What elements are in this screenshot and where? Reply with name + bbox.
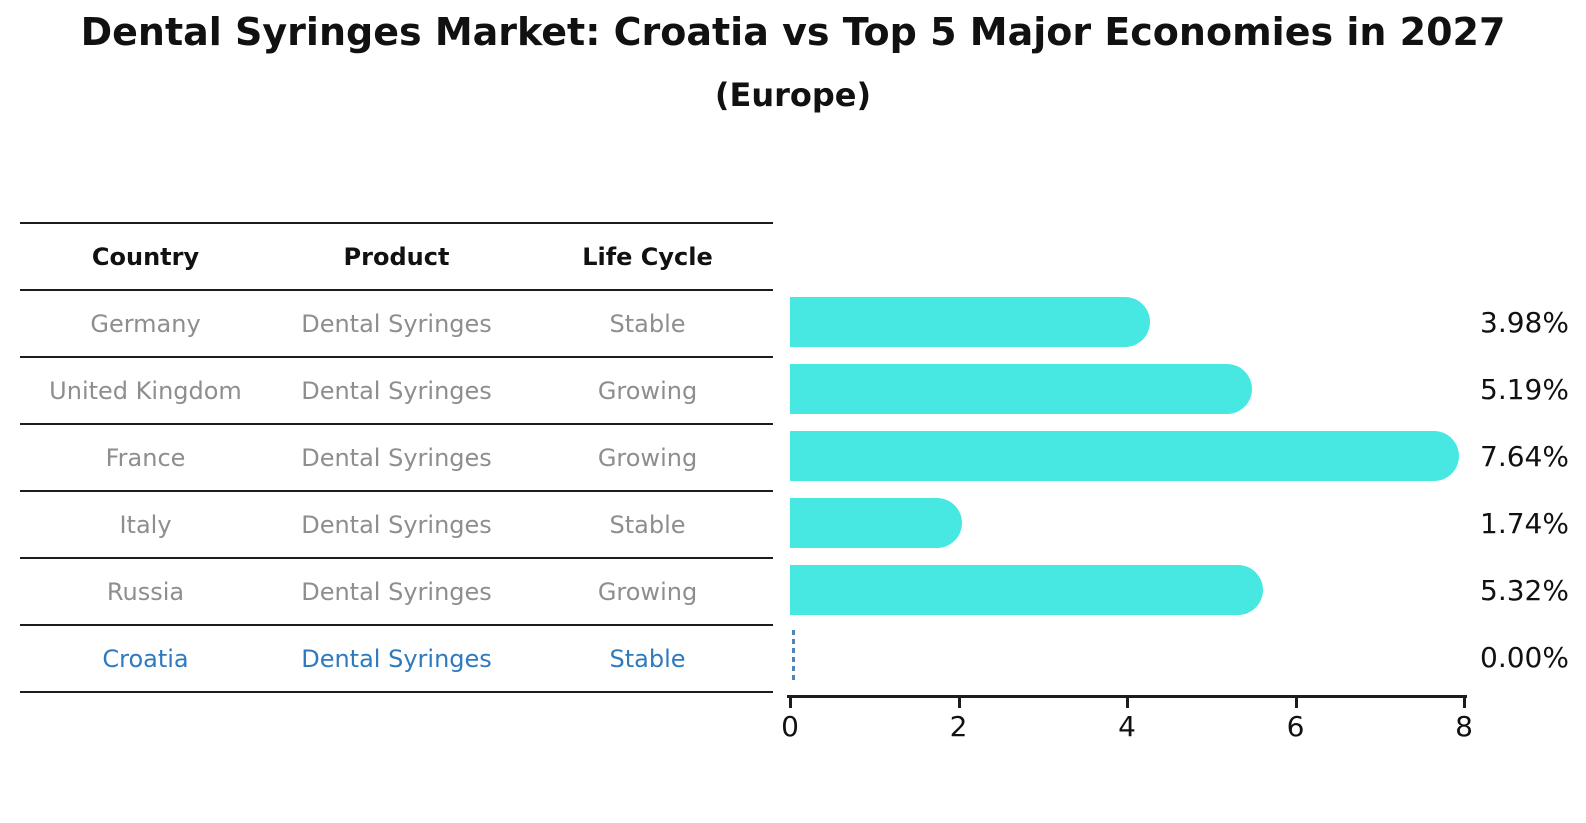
table-cell-life-cycle: Growing [597,443,698,472]
table-row: Germany Dental Syringes Stable [20,291,773,358]
table-body: Germany Dental Syringes Stable United Kingd… [20,291,773,693]
table-cell-product: Dental Syringes [301,577,492,606]
x-tick-label: 2 [949,710,968,743]
table-cell-life-cycle: Stable [609,309,686,338]
bar-russia [790,565,1264,615]
table-cell-life-cycle: Growing [597,577,698,606]
table-row: Italy Dental Syringes Stable [20,492,773,559]
column-header-country: Country [91,242,200,271]
table-cell-product: Dental Syringes [301,644,492,673]
bar-row-italy [790,490,1464,557]
bar-chart: 0 2 4 6 8 3.98% 5.19% 7.64% 1.74% 5.32% 0.00% [781,289,1586,749]
x-tick-label: 8 [1455,710,1473,743]
bar-row-united-kingdom [790,356,1464,423]
table-cell-country: Italy [119,510,172,539]
table-row: United Kingdom Dental Syringes Growing [20,358,773,425]
table-cell-product: Dental Syringes [301,376,492,405]
value-label-croatia: 0.00% [1480,641,1569,674]
x-tick-mark [957,698,961,708]
table-cell-country: France [105,443,186,472]
column-header-life-cycle: Life Cycle [582,242,713,271]
x-tick-label: 4 [1118,710,1136,743]
bar-france [790,431,1459,481]
table-cell-life-cycle: Stable [609,510,686,539]
table-row: Croatia Dental Syringes Stable [20,626,773,693]
comparison-table: Country Product Life Cycle Germany Dental… [20,222,773,693]
table-cell-life-cycle: Stable [609,644,686,673]
x-tick-mark [1126,698,1129,708]
table-cell-product: Dental Syringes [301,309,492,338]
table-cell-product: Dental Syringes [301,443,492,472]
table-cell-life-cycle: Growing [597,376,698,405]
value-label-russia: 5.32% [1480,574,1569,607]
bar-italy [790,498,962,548]
bar-row-germany [790,289,1464,356]
value-label-germany: 3.98% [1480,306,1569,339]
plot-area [790,289,1464,691]
x-tick-mark [789,698,792,708]
x-axis-line [787,695,1467,698]
x-tick-label: 6 [1286,710,1305,743]
bar-united-kingdom [790,364,1253,414]
x-tick-mark [1463,698,1466,708]
value-label-france: 7.64% [1480,440,1569,473]
chart-title: Dental Syringes Market: Croatia vs Top 5… [80,10,1506,54]
table-cell-country: Croatia [102,644,189,673]
value-label-united-kingdom: 5.19% [1480,373,1569,406]
table-cell-country: Russia [106,577,185,606]
bar-row-croatia [790,624,1464,691]
value-label-italy: 1.74% [1480,507,1569,540]
x-tick-label: 0 [781,710,799,743]
table-header-row: Country Product Life Cycle [20,224,773,291]
table-cell-country: United Kingdom [49,376,242,405]
x-tick-mark [1294,698,1298,708]
bar-row-france [790,423,1464,490]
column-header-product: Product [343,242,450,271]
zero-dashed-line [792,630,795,684]
bar-germany [790,297,1151,347]
table-row: Russia Dental Syringes Growing [20,559,773,626]
table-cell-country: Germany [90,309,201,338]
table-cell-product: Dental Syringes [301,510,492,539]
chart-subtitle: (Europe) [714,76,872,114]
bar-row-russia [790,557,1464,624]
table-row: France Dental Syringes Growing [20,425,773,492]
